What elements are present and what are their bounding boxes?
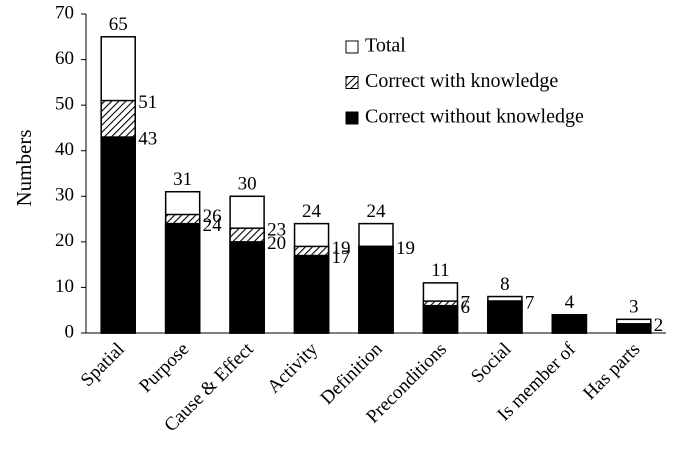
data-label: 30 [238, 174, 257, 195]
y-tick-label: 70 [55, 2, 74, 23]
legend-label: Correct with knowledge [365, 70, 558, 92]
y-tick-label: 40 [55, 139, 74, 160]
data-label: 24 [302, 201, 322, 222]
x-tick-label: Activity [263, 338, 322, 397]
x-tick-label: Has parts [579, 339, 644, 404]
y-tick-label: 50 [55, 94, 74, 115]
data-label: 19 [396, 238, 415, 259]
bar [487, 300, 523, 334]
data-label: 26 [203, 206, 222, 227]
data-label: 19 [332, 238, 351, 259]
data-label: 2 [654, 315, 664, 336]
y-tick-label: 30 [55, 185, 74, 206]
legend-label: Total [365, 35, 406, 57]
data-label: 8 [500, 274, 510, 295]
legend-label: Correct without knowledge [365, 106, 584, 128]
data-label: 43 [138, 128, 157, 149]
bar [422, 304, 459, 334]
data-label: 7 [525, 292, 535, 313]
y-tick-label: 60 [55, 48, 74, 69]
data-label: 65 [109, 14, 128, 35]
y-axis-label: Numbers [12, 130, 36, 207]
x-tick-label: Social [467, 339, 515, 387]
data-label: 4 [565, 292, 575, 313]
bar [229, 241, 265, 334]
bar [358, 245, 394, 334]
data-label: 31 [173, 169, 192, 190]
data-label: 20 [267, 233, 286, 254]
bar [100, 136, 136, 334]
data-label: 17 [332, 247, 351, 268]
x-tick-label: Purpose [135, 339, 193, 397]
x-tick-label: Spatial [77, 339, 129, 391]
bar [551, 314, 588, 334]
data-label: 3 [629, 297, 639, 318]
legend-swatch [345, 40, 359, 54]
data-label: 6 [460, 297, 470, 318]
data-label: 7 [460, 292, 470, 313]
data-label: 24 [367, 201, 387, 222]
bar [164, 222, 201, 334]
y-tick-label: 0 [65, 321, 75, 342]
bar [616, 323, 652, 334]
bar [293, 254, 330, 334]
data-label: 24 [203, 215, 223, 236]
legend-swatch [345, 111, 359, 125]
y-tick-label: 20 [55, 230, 74, 251]
legend-swatch [345, 76, 359, 89]
data-label: 23 [267, 220, 286, 241]
data-label: 11 [431, 260, 449, 281]
y-tick-label: 10 [55, 276, 74, 297]
data-label: 51 [138, 92, 157, 113]
